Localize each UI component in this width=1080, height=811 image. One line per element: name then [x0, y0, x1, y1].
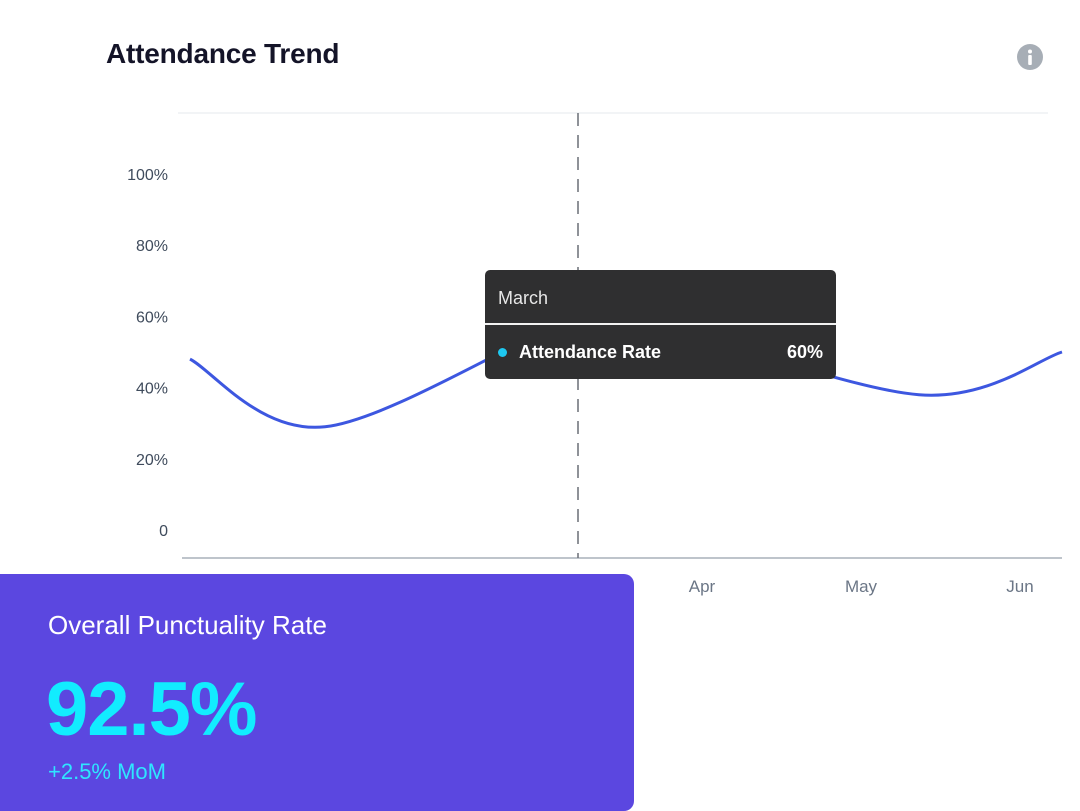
- y-tick-label: 60%: [136, 309, 168, 326]
- x-tick-label: Jun: [1006, 577, 1033, 596]
- x-tick-label: Apr: [689, 577, 716, 596]
- y-tick-label: 100%: [127, 167, 168, 184]
- info-icon[interactable]: [1016, 43, 1044, 71]
- y-tick-label: 20%: [136, 452, 168, 469]
- kpi-delta: +2.5% MoM: [48, 759, 166, 784]
- y-tick-label: 40%: [136, 381, 168, 398]
- series-color-dot: [498, 347, 507, 357]
- kpi-label: Overall Punctuality Rate: [48, 610, 327, 640]
- tooltip-title: March: [485, 270, 836, 325]
- chart-title: Attendance Trend: [106, 38, 340, 69]
- tooltip-row: Attendance Rate 60%: [485, 325, 836, 379]
- tooltip-value: 60%: [786, 341, 823, 362]
- y-tick-label: 0: [159, 523, 168, 540]
- x-tick-label: May: [845, 577, 878, 596]
- tooltip-series-label: Attendance Rate: [519, 341, 662, 362]
- y-axis-ticks: 0 20% 40% 60% 80% 100%: [127, 167, 168, 540]
- punctuality-kpi-card: Overall Punctuality Rate 92.5% +2.5% MoM: [0, 574, 634, 811]
- chart-tooltip: March Attendance Rate 60%: [485, 270, 836, 379]
- y-tick-label: 80%: [136, 238, 168, 255]
- kpi-value: 92.5%: [46, 667, 257, 752]
- x-axis-ticks: Apr May Jun: [689, 577, 1034, 596]
